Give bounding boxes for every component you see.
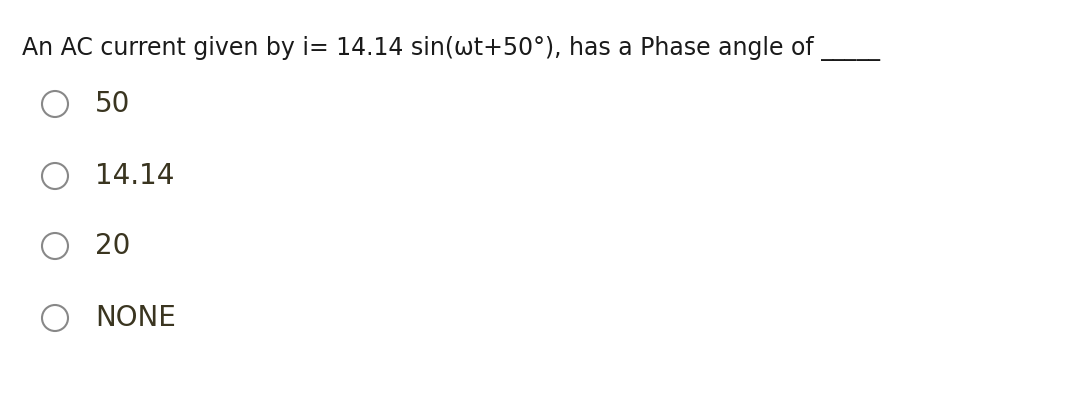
Text: 20: 20 [95,232,131,260]
Text: An AC current given by i= 14.14 sin(ωt+50°), has a Phase angle of _____: An AC current given by i= 14.14 sin(ωt+5… [23,36,880,61]
Text: 50: 50 [95,90,131,118]
Text: 14.14: 14.14 [95,162,175,190]
Text: NONE: NONE [95,304,176,332]
